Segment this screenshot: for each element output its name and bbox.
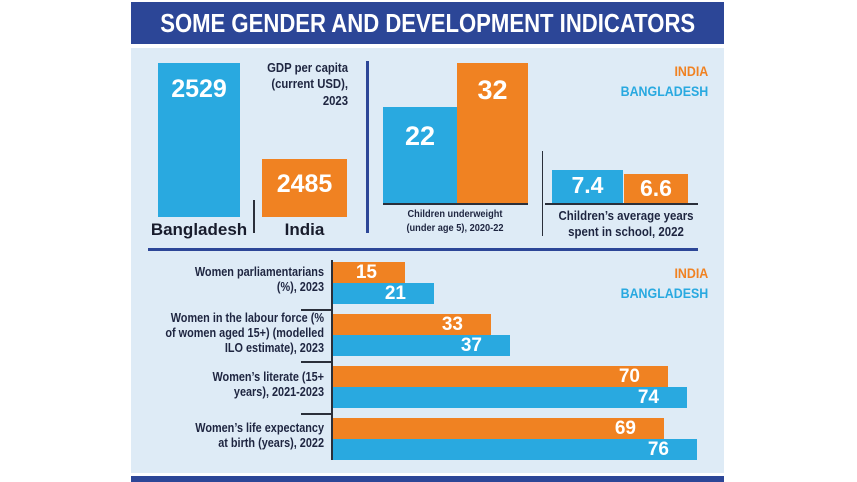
- row-label: Women’s life expectancy at birth (years)…: [195, 421, 324, 450]
- bar-india: 70: [333, 366, 668, 387]
- school-baseline: [545, 203, 698, 205]
- content-area: 2529 2485 GDP per capita (current USD), …: [131, 48, 724, 473]
- school-chart-title: Children’s average years spent in school…: [558, 208, 694, 240]
- bar-bangladesh: 37: [333, 335, 510, 356]
- underweight-bar-bangladesh: 22: [383, 107, 457, 203]
- page-title: SOME GENDER AND DEVELOPMENT INDICATORS: [160, 7, 695, 38]
- row-label: Women parliamentarians (%), 2023: [194, 265, 324, 294]
- infographic-panel: SOME GENDER AND DEVELOPMENT INDICATORS 2…: [131, 2, 724, 482]
- row-label: Women in the labour force (% of women ag…: [165, 311, 324, 355]
- school-bar-india: 6.6: [624, 174, 688, 203]
- bar-value-india: 33: [441, 313, 463, 335]
- gdp-chart-title: GDP per capita (current USD), 2023: [267, 60, 348, 108]
- legend-bottom: INDIA BANGLADESH: [620, 264, 708, 303]
- bar-bangladesh: 74: [333, 387, 687, 408]
- bar-value-bangladesh: 21: [384, 282, 406, 304]
- bar-india: 15: [333, 262, 405, 283]
- underweight-value-bangladesh: 22: [404, 121, 436, 151]
- underweight-baseline: [383, 203, 528, 205]
- underweight-bar-india: 32: [457, 63, 528, 203]
- axis-tick: [301, 413, 332, 415]
- title-bar: SOME GENDER AND DEVELOPMENT INDICATORS: [131, 2, 724, 44]
- horizontal-section-divider: [148, 248, 698, 251]
- underweight-value-india: 32: [477, 75, 508, 105]
- footer-bar: [131, 476, 724, 482]
- bar-bangladesh: 76: [333, 439, 697, 460]
- row-label: Women’s literate (15+ years), 2021-2023: [212, 370, 324, 399]
- legend-bangladesh-label: BANGLADESH: [620, 83, 708, 99]
- gdp-bar-india: 2485: [262, 159, 347, 217]
- school-value-bangladesh: 7.4: [571, 172, 604, 198]
- legend-bangladesh-label: BANGLADESH: [620, 285, 708, 301]
- legend-india-label: INDIA: [674, 64, 708, 79]
- vertical-section-divider: [366, 61, 369, 233]
- bar-india: 69: [333, 418, 664, 439]
- gdp-value-bangladesh: 2529: [171, 75, 227, 103]
- gdp-category-india: India: [284, 220, 325, 239]
- bar-value-india: 15: [355, 261, 377, 283]
- gdp-value-india: 2485: [276, 170, 333, 198]
- bar-bangladesh: 21: [333, 283, 434, 304]
- womens-axis-line: [331, 260, 333, 460]
- school-bar-bangladesh: 7.4: [552, 170, 623, 203]
- bar-value-bangladesh: 37: [460, 334, 482, 356]
- subchart-divider: [542, 151, 544, 236]
- bar-value-india: 69: [614, 417, 636, 439]
- legend-top: INDIA BANGLADESH: [620, 62, 708, 101]
- axis-tick: [301, 309, 332, 311]
- legend-india-label: INDIA: [674, 266, 708, 281]
- gdp-label-divider: [253, 200, 255, 233]
- school-value-india: 6.6: [640, 175, 672, 201]
- axis-tick: [301, 361, 332, 363]
- bar-india: 33: [333, 314, 491, 335]
- gdp-bar-bangladesh: 2529: [158, 63, 240, 217]
- bar-value-bangladesh: 76: [647, 438, 669, 460]
- gdp-category-bangladesh: Bangladesh: [150, 220, 248, 239]
- bar-value-india: 70: [618, 365, 640, 387]
- underweight-chart-title: Children underweight (under age 5), 2020…: [406, 208, 504, 234]
- bar-value-bangladesh: 74: [637, 386, 659, 408]
